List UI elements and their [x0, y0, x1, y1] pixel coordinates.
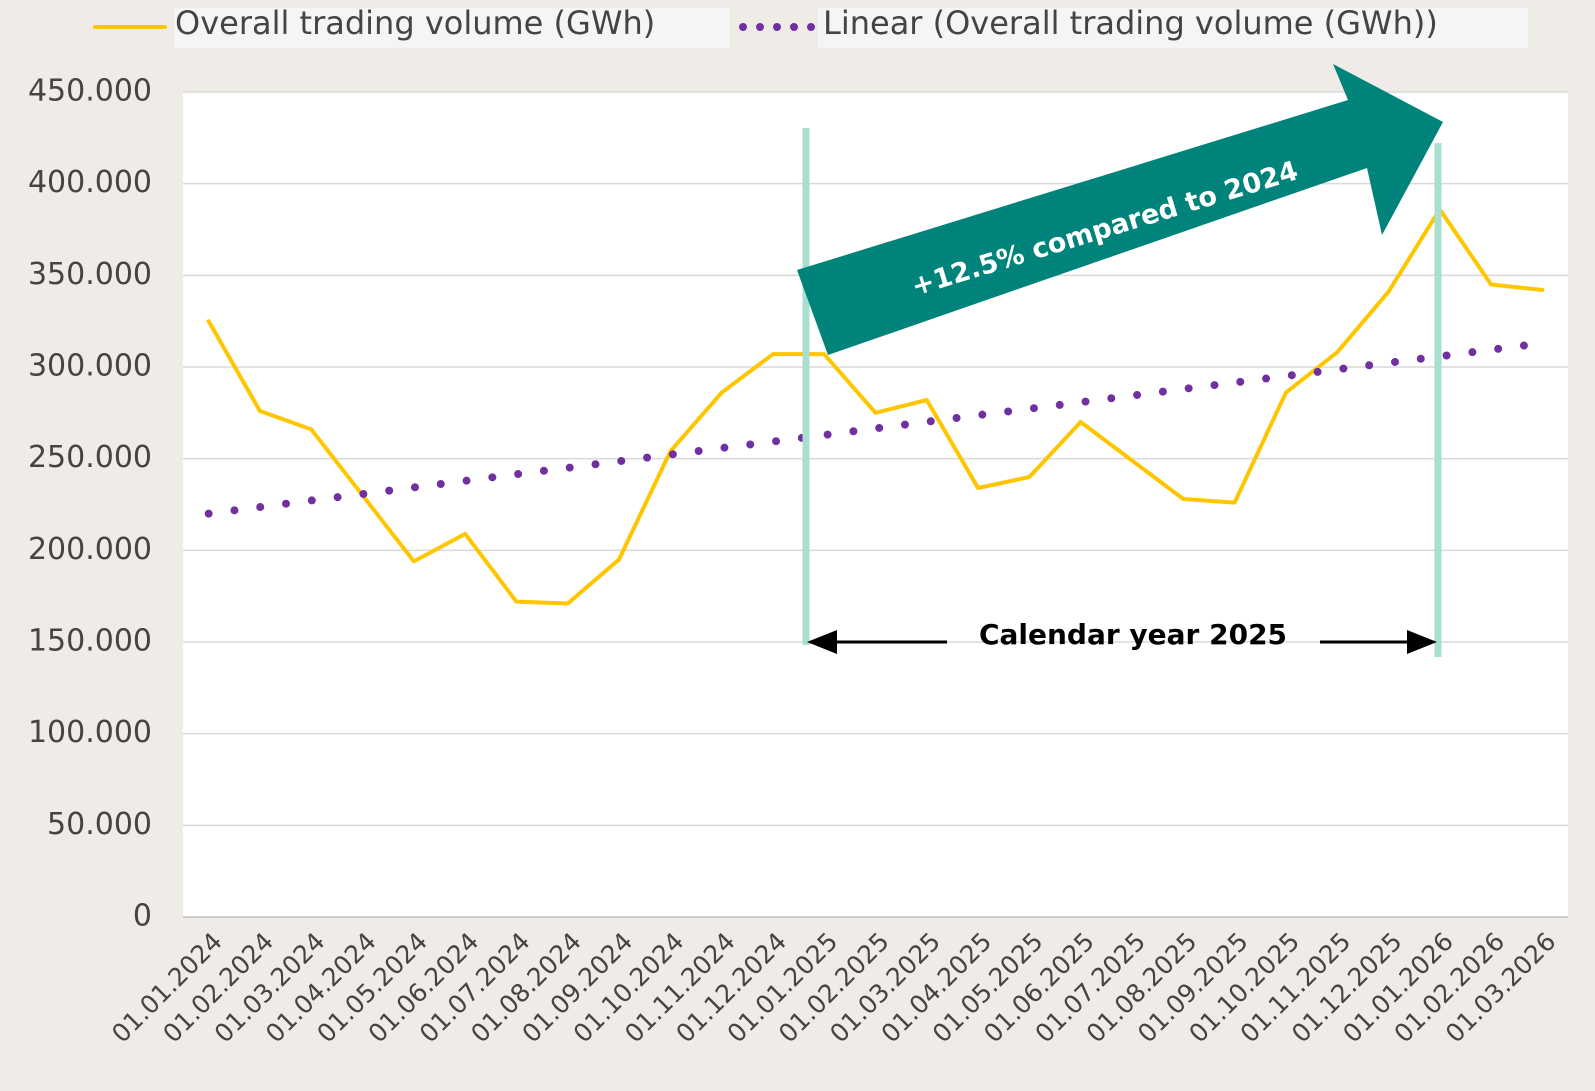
y-tick-label: 350.000 — [28, 257, 152, 292]
y-tick-label: 400.000 — [28, 165, 152, 200]
y-tick-label: 100.000 — [28, 715, 152, 750]
y-tick-label: 0 — [133, 899, 152, 934]
trend-line — [204, 339, 1547, 518]
period-label: Calendar year 2025 — [979, 618, 1287, 651]
y-tick-label: 250.000 — [28, 440, 152, 475]
growth-arrow — [797, 64, 1443, 355]
y-tick-label: 450.000 — [28, 74, 152, 109]
y-tick-label: 150.000 — [28, 624, 152, 659]
y-tick-label: 300.000 — [28, 349, 152, 384]
y-tick-label: 50.000 — [47, 807, 152, 842]
legend-label: Overall trading volume (GWh) — [175, 4, 655, 42]
legend-box — [174, 8, 730, 48]
marks — [204, 207, 1547, 606]
y-tick-label: 200.000 — [28, 532, 152, 567]
legend-box — [818, 8, 1528, 48]
plot-area — [183, 92, 1568, 917]
legend-label: Linear (Overall trading volume (GWh)) — [823, 4, 1438, 42]
data-line — [206, 207, 1545, 606]
